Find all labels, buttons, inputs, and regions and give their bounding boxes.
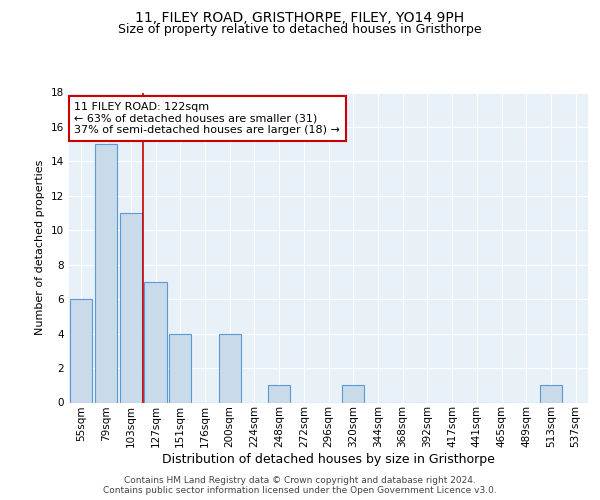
- Bar: [268, 386, 290, 402]
- Bar: [169, 334, 191, 402]
- X-axis label: Distribution of detached houses by size in Gristhorpe: Distribution of detached houses by size …: [162, 453, 495, 466]
- Bar: [70, 299, 92, 403]
- Bar: [119, 213, 142, 402]
- Text: Contains HM Land Registry data © Crown copyright and database right 2024.
Contai: Contains HM Land Registry data © Crown c…: [103, 476, 497, 495]
- Bar: [342, 386, 364, 402]
- Bar: [95, 144, 117, 403]
- Bar: [218, 334, 241, 402]
- Y-axis label: Number of detached properties: Number of detached properties: [35, 160, 46, 335]
- Bar: [145, 282, 167, 403]
- Text: Size of property relative to detached houses in Gristhorpe: Size of property relative to detached ho…: [118, 24, 482, 36]
- Bar: [540, 386, 562, 402]
- Text: 11 FILEY ROAD: 122sqm
← 63% of detached houses are smaller (31)
37% of semi-deta: 11 FILEY ROAD: 122sqm ← 63% of detached …: [74, 102, 340, 135]
- Text: 11, FILEY ROAD, GRISTHORPE, FILEY, YO14 9PH: 11, FILEY ROAD, GRISTHORPE, FILEY, YO14 …: [136, 10, 464, 24]
